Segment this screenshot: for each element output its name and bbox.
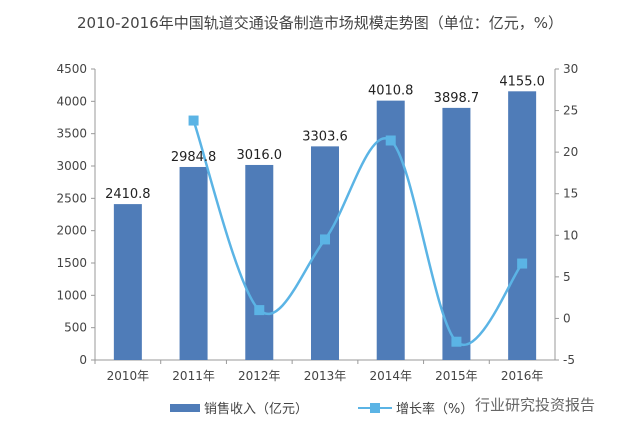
right-tick-label: 0: [563, 311, 571, 325]
right-tick-label: 20: [563, 145, 578, 159]
x-tick-label: 2013年: [304, 369, 347, 383]
left-tick-label: 1000: [56, 288, 87, 302]
growth-point: [188, 115, 199, 126]
left-tick-label: 500: [64, 321, 87, 335]
left-tick-label: 2500: [56, 191, 87, 205]
growth-point: [254, 305, 265, 316]
bar-data-label: 3303.6: [302, 129, 348, 144]
growth-point: [517, 258, 528, 269]
bar: [508, 91, 537, 360]
right-tick-label: 5: [563, 270, 571, 284]
bar-data-label: 4155.0: [499, 74, 545, 89]
right-tick-label: 25: [563, 104, 578, 118]
growth-point: [451, 336, 462, 347]
watermark: 行业研究投资报告: [475, 396, 596, 414]
bar: [113, 204, 142, 360]
x-tick-label: 2014年: [369, 369, 412, 383]
left-tick-label: 0: [79, 353, 87, 367]
bar: [245, 164, 274, 360]
legend-label: 销售收入（亿元）: [204, 402, 309, 417]
chart-title: 2010-2016年中国轨道交通设备制造市场规模走势图（单位：亿元，%）: [76, 14, 564, 32]
bar-data-label: 3898.7: [434, 91, 480, 106]
right-tick-label: 10: [563, 228, 578, 242]
bar-data-label: 3016.0: [237, 148, 283, 163]
left-tick-label: 4000: [56, 94, 87, 108]
legend-label: 增长率（%）: [396, 402, 474, 417]
x-tick-label: 2012年: [238, 369, 281, 383]
left-tick-label: 1500: [56, 256, 87, 270]
right-tick-label: 30: [563, 62, 578, 76]
left-tick-label: 3500: [56, 127, 87, 141]
right-tick-label: -5: [563, 353, 575, 367]
legend-swatch-line: [358, 402, 393, 413]
growth-point: [385, 135, 396, 146]
x-tick-label: 2015年: [435, 369, 478, 383]
bar-data-label: 4010.8: [368, 84, 414, 99]
left-tick-label: 2000: [56, 224, 87, 238]
legend-item-sales: 销售收入（亿元）: [170, 398, 308, 417]
growth-point: [320, 234, 330, 245]
bar-data-label: 2984.8: [171, 150, 217, 165]
bar: [442, 107, 471, 360]
bar-data-label: 2410.8: [105, 187, 151, 202]
left-tick-label: 3000: [56, 159, 87, 173]
bar: [179, 166, 208, 360]
left-tick-label: 4500: [56, 62, 87, 76]
legend: 销售收入（亿元） 增长率（%）: [170, 398, 523, 417]
legend-item-growth: 增长率（%）: [358, 398, 473, 417]
x-tick-label: 2016年: [501, 369, 544, 383]
x-tick-label: 2011年: [172, 369, 215, 383]
legend-swatch-bar: [170, 403, 200, 412]
x-tick-label: 2010年: [107, 369, 150, 383]
right-tick-label: 15: [563, 187, 578, 201]
